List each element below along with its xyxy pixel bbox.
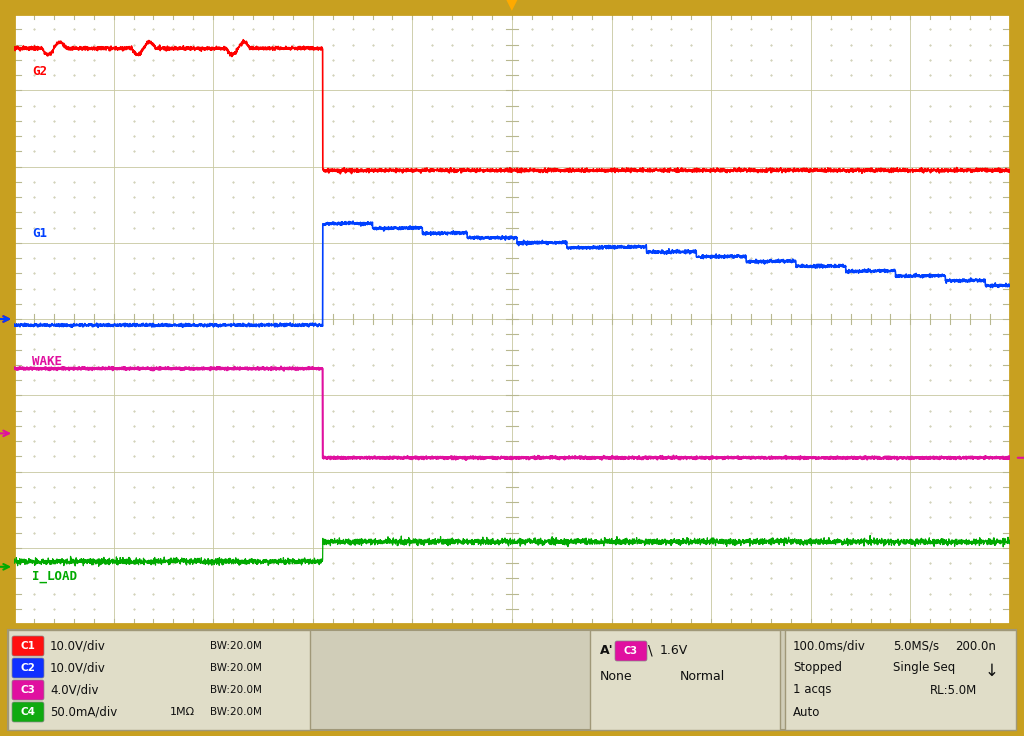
- Bar: [8, 630, 310, 730]
- Text: WAKE: WAKE: [32, 355, 61, 368]
- Text: BW:20.0M: BW:20.0M: [210, 707, 262, 717]
- Text: 1MΩ: 1MΩ: [170, 707, 196, 717]
- Text: BW:20.0M: BW:20.0M: [210, 641, 262, 651]
- Text: C4: C4: [20, 707, 36, 717]
- Text: I_LOAD: I_LOAD: [32, 570, 77, 583]
- Text: 4.0V/div: 4.0V/div: [50, 684, 98, 696]
- Text: A': A': [600, 645, 613, 657]
- Text: G2: G2: [32, 65, 47, 78]
- Text: BW:20.0M: BW:20.0M: [210, 685, 262, 695]
- Text: C3: C3: [624, 646, 638, 656]
- Text: \: \: [648, 644, 652, 658]
- Text: C2: C2: [20, 663, 36, 673]
- Text: 50.0mA/div: 50.0mA/div: [50, 706, 118, 718]
- Text: ↓: ↓: [985, 662, 999, 680]
- Text: 200.0n: 200.0n: [955, 640, 996, 653]
- Text: C3: C3: [20, 685, 36, 695]
- Text: Normal: Normal: [680, 670, 725, 682]
- Text: 1 acqs: 1 acqs: [793, 684, 831, 696]
- Bar: [785, 630, 1016, 730]
- Bar: [8, 630, 1016, 730]
- Text: C1: C1: [20, 641, 36, 651]
- Text: BW:20.0M: BW:20.0M: [210, 663, 262, 673]
- Text: 100.0ms/div: 100.0ms/div: [793, 640, 866, 653]
- FancyBboxPatch shape: [12, 658, 44, 678]
- Text: None: None: [600, 670, 633, 682]
- Text: Auto: Auto: [793, 706, 820, 718]
- Text: G1: G1: [32, 227, 47, 240]
- Text: Single Seq: Single Seq: [893, 662, 955, 674]
- Text: 5.0MS/s: 5.0MS/s: [893, 640, 939, 653]
- Text: ▼: ▼: [506, 0, 518, 12]
- Text: Stopped: Stopped: [793, 662, 842, 674]
- FancyBboxPatch shape: [12, 702, 44, 722]
- FancyBboxPatch shape: [12, 680, 44, 700]
- FancyBboxPatch shape: [12, 636, 44, 656]
- Text: 10.0V/div: 10.0V/div: [50, 640, 105, 653]
- Bar: [590, 630, 780, 730]
- Text: RL:5.0M: RL:5.0M: [930, 684, 977, 696]
- Text: 10.0V/div: 10.0V/div: [50, 662, 105, 674]
- Text: 1.6V: 1.6V: [660, 645, 688, 657]
- FancyBboxPatch shape: [615, 641, 647, 661]
